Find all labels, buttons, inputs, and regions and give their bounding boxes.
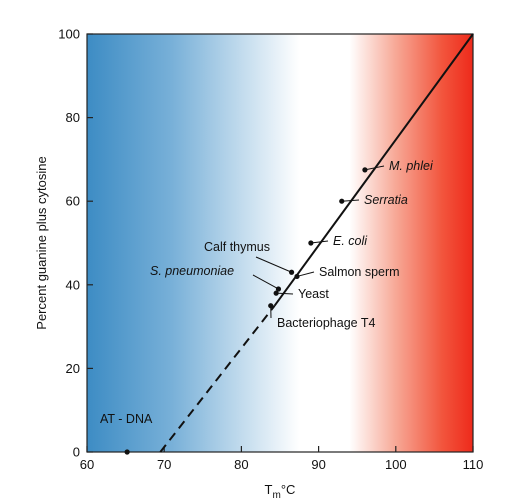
- x-tick-label: 60: [80, 457, 94, 472]
- y-tick-label: 80: [66, 110, 80, 125]
- label-leader-line: [276, 292, 294, 295]
- point-label: S. pneumoniae: [150, 264, 234, 278]
- x-tick-label: 80: [234, 457, 248, 472]
- point-labels: AT - DNA Bacteriophage T4 Yeast S. pneumoni…: [100, 159, 434, 426]
- x-axis-title-main: T: [265, 482, 273, 497]
- point-label: Bacteriophage T4: [277, 316, 375, 330]
- point-label: Yeast: [298, 287, 329, 301]
- label-leader-line: [252, 274, 279, 290]
- plot-background: [87, 34, 473, 452]
- y-tick-label: 0: [73, 445, 80, 460]
- x-axis-title: Tm°C: [265, 482, 296, 501]
- label-leader-line: [296, 271, 315, 277]
- y-tick-label: 60: [66, 194, 80, 209]
- point-label: E. coli: [333, 234, 368, 248]
- x-axis-title-subscript: m: [273, 490, 281, 501]
- data-point: [124, 449, 130, 455]
- point-label: Calf thymus: [204, 240, 270, 254]
- x-tick-label: 70: [157, 457, 171, 472]
- label-leader-line: [364, 165, 385, 171]
- point-label: AT - DNA: [100, 412, 153, 426]
- dashed-extrapolation-line: [159, 305, 276, 453]
- label-leader-line: [255, 256, 292, 273]
- point-label: M. phlei: [389, 159, 434, 173]
- label-leader-line: [310, 240, 329, 244]
- y-tick-label: 20: [66, 361, 80, 376]
- point-label: Serratia: [364, 193, 408, 207]
- y-axis-title: Percent guanine plus cytosine: [34, 156, 49, 329]
- axes: 60 70 80 90 100 110 0 20 40 60 80 100: [58, 27, 483, 473]
- solid-fit-line: [273, 33, 474, 307]
- y-tick-label: 40: [66, 277, 80, 292]
- x-tick-label: 100: [385, 457, 407, 472]
- x-axis-title-suffix: °C: [281, 482, 296, 497]
- trend-lines: [159, 33, 474, 453]
- x-tick-label: 110: [463, 457, 484, 472]
- label-leader-line: [341, 199, 360, 202]
- x-tick-label: 90: [311, 457, 325, 472]
- plot-frame: [86, 33, 474, 453]
- point-label: Salmon sperm: [319, 265, 400, 279]
- y-tick-label: 100: [58, 27, 80, 42]
